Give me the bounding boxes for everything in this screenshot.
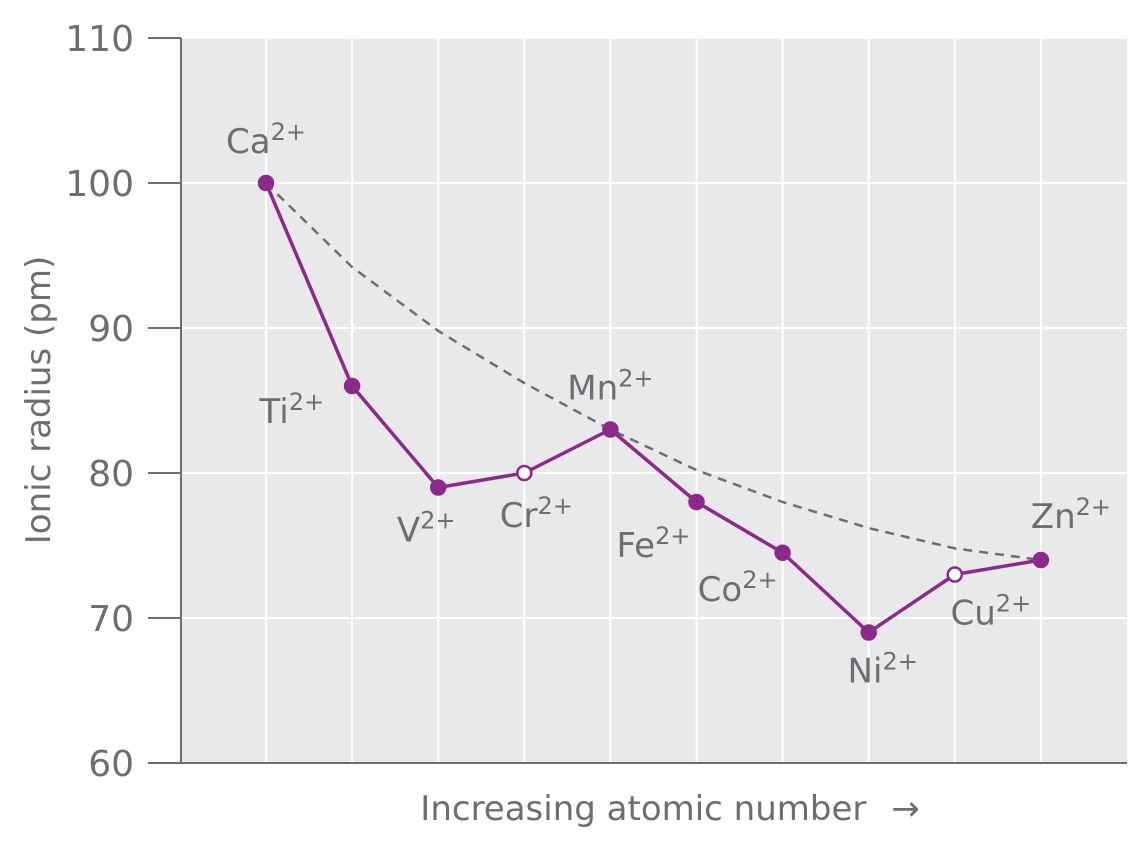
y-tick-label: 80 <box>88 454 134 495</box>
axes: 60 70 80 90 100 110 <box>65 19 1127 785</box>
y-tick-label: 70 <box>88 599 134 640</box>
point-label-ca: Ca2+ <box>226 118 306 162</box>
y-axis-title: Ionic radius (pm) <box>19 256 59 544</box>
series <box>257 174 1050 641</box>
point-label-mn: Mn2+ <box>567 365 653 409</box>
ionic-radius-line <box>264 182 1042 635</box>
point-label-cr: Cr2+ <box>500 492 573 536</box>
point-label-ni: Ni2+ <box>848 648 918 692</box>
data-point-mn <box>602 421 619 438</box>
data-point-cr <box>516 464 533 482</box>
data-point-cu <box>946 566 964 583</box>
data-point-v <box>429 479 447 496</box>
point-label-cu: Cu2+ <box>950 590 1031 634</box>
data-point-zn <box>1032 551 1050 569</box>
data-point-ti <box>343 377 361 395</box>
point-label-ti: Ti2+ <box>259 388 325 432</box>
x-axis-title: Increasing atomic number → <box>420 789 919 829</box>
point-label-fe: Fe2+ <box>616 522 690 566</box>
point-label-zn: Zn2+ <box>1031 493 1111 537</box>
gridlines <box>181 37 1127 763</box>
point-label-v: V2+ <box>397 507 456 551</box>
point-labels: Ca2+ Ti2+ V2+ Cr2+ Mn2+ Fe2+Co2+ Ni2+ Cu2+ Zn2+ <box>226 118 1111 692</box>
data-point-fe <box>688 493 705 511</box>
y-tick-label: 100 <box>65 164 134 205</box>
x-axis-title-text: Increasing atomic number <box>420 789 866 829</box>
y-tick-label: 60 <box>88 744 134 785</box>
data-point-ca <box>257 174 275 192</box>
y-tick-label: 110 <box>65 19 134 60</box>
data-point-ni <box>860 624 877 641</box>
x-axis-arrow: → <box>891 789 920 829</box>
point-label-co: Co2+ <box>698 566 778 610</box>
y-tick-label: 90 <box>88 309 134 350</box>
data-point-co <box>774 544 791 561</box>
plot-area <box>181 38 1127 763</box>
